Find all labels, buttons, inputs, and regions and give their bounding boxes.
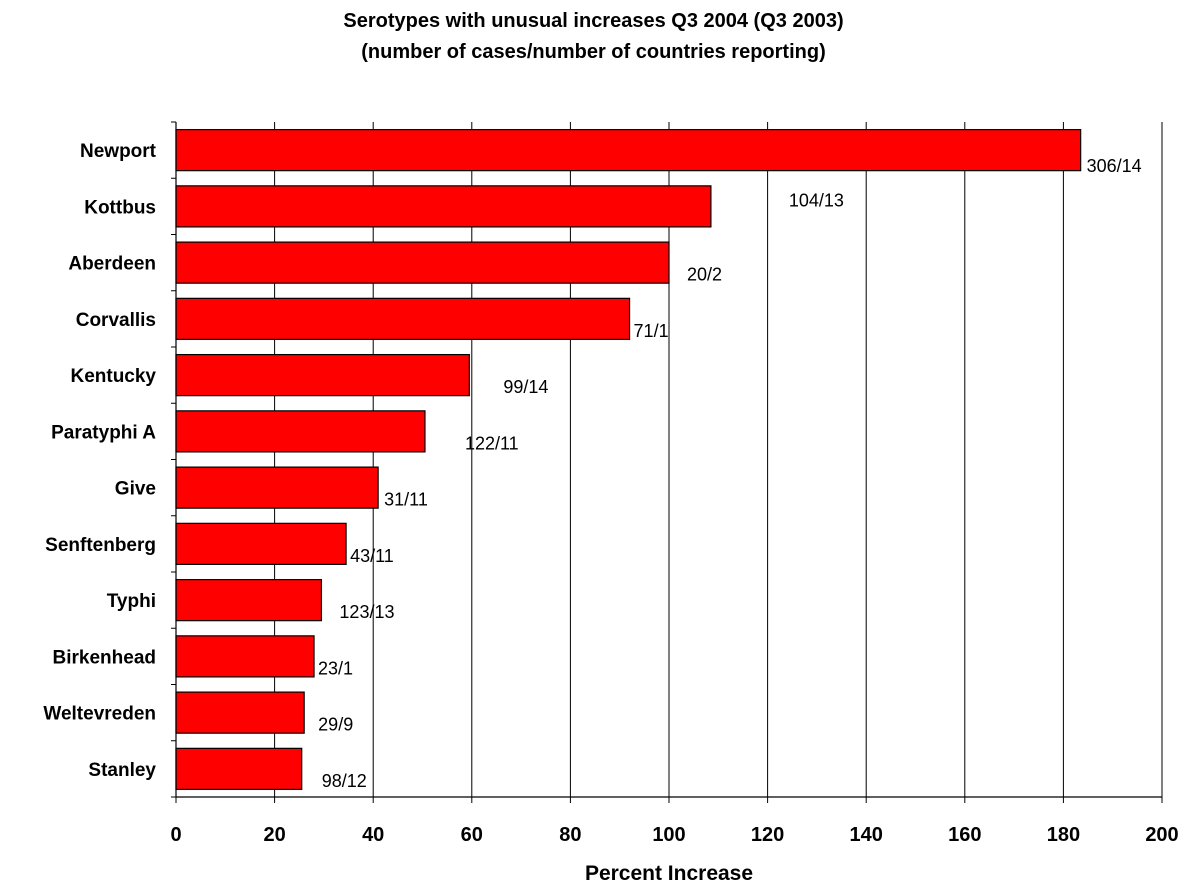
data-label: 98/12 bbox=[322, 771, 367, 791]
title-line: Serotypes with unusual increases Q3 2004… bbox=[343, 10, 844, 32]
x-axis-title: Percent Increase bbox=[585, 862, 753, 885]
labels: 0 20 40 60 80 100 120 140 160 180 200 Newport 306/14… bbox=[43, 141, 1178, 846]
bars bbox=[175, 128, 1082, 791]
bar bbox=[175, 353, 470, 397]
bar bbox=[175, 522, 347, 566]
x-tick-label: 160 bbox=[948, 824, 981, 846]
x-tick-label: 120 bbox=[751, 824, 784, 846]
bar bbox=[175, 185, 712, 228]
category-label: Birkenhead bbox=[53, 647, 156, 668]
gridlines bbox=[274, 122, 1163, 797]
x-tick-label: 140 bbox=[850, 824, 883, 846]
bar bbox=[175, 297, 631, 341]
category-label: Aberdeen bbox=[68, 254, 156, 275]
bar bbox=[175, 466, 379, 509]
bar bbox=[175, 691, 305, 734]
data-label: 306/14 bbox=[1087, 156, 1142, 176]
data-label: 23/1 bbox=[318, 658, 353, 678]
subtitle-line: (number of cases/number of countries rep… bbox=[361, 41, 826, 63]
category-label: Corvallis bbox=[76, 310, 156, 331]
bar bbox=[175, 241, 670, 284]
x-tick-label: 0 bbox=[170, 824, 181, 846]
x-tick-label: 200 bbox=[1145, 824, 1178, 846]
data-label: 20/2 bbox=[687, 265, 722, 285]
data-label: 104/13 bbox=[789, 190, 844, 210]
x-tick-label: 60 bbox=[461, 824, 483, 846]
data-label: 99/14 bbox=[503, 377, 548, 397]
x-tick-label: 180 bbox=[1047, 824, 1080, 846]
category-label: Stanley bbox=[88, 760, 156, 781]
category-label: Typhi bbox=[107, 591, 156, 612]
category-label: Paratyphi A bbox=[51, 422, 156, 443]
chart-title: Serotypes with unusual increases Q3 2004… bbox=[0, 6, 1187, 68]
category-label: Weltevreden bbox=[43, 704, 156, 725]
data-label: 122/11 bbox=[465, 433, 519, 453]
category-label: Give bbox=[115, 479, 156, 500]
axes bbox=[171, 121, 1163, 803]
data-label: 123/13 bbox=[339, 602, 394, 622]
bar bbox=[175, 128, 1082, 172]
category-label: Kentucky bbox=[70, 366, 156, 387]
bar bbox=[175, 747, 303, 791]
category-label: Senftenberg bbox=[45, 535, 156, 556]
bar bbox=[175, 410, 426, 453]
data-label: 31/11 bbox=[384, 490, 428, 510]
data-label: 29/9 bbox=[318, 715, 353, 735]
category-label: Newport bbox=[80, 141, 157, 162]
data-label: 43/11 bbox=[350, 546, 394, 566]
x-tick-label: 40 bbox=[362, 824, 384, 846]
bar bbox=[175, 578, 323, 622]
x-tick-label: 20 bbox=[263, 824, 285, 846]
bar bbox=[175, 635, 315, 678]
category-label: Kottbus bbox=[84, 197, 156, 218]
data-label: 71/1 bbox=[634, 321, 669, 341]
x-tick-label: 100 bbox=[652, 824, 685, 846]
x-tick-label: 80 bbox=[559, 824, 581, 846]
